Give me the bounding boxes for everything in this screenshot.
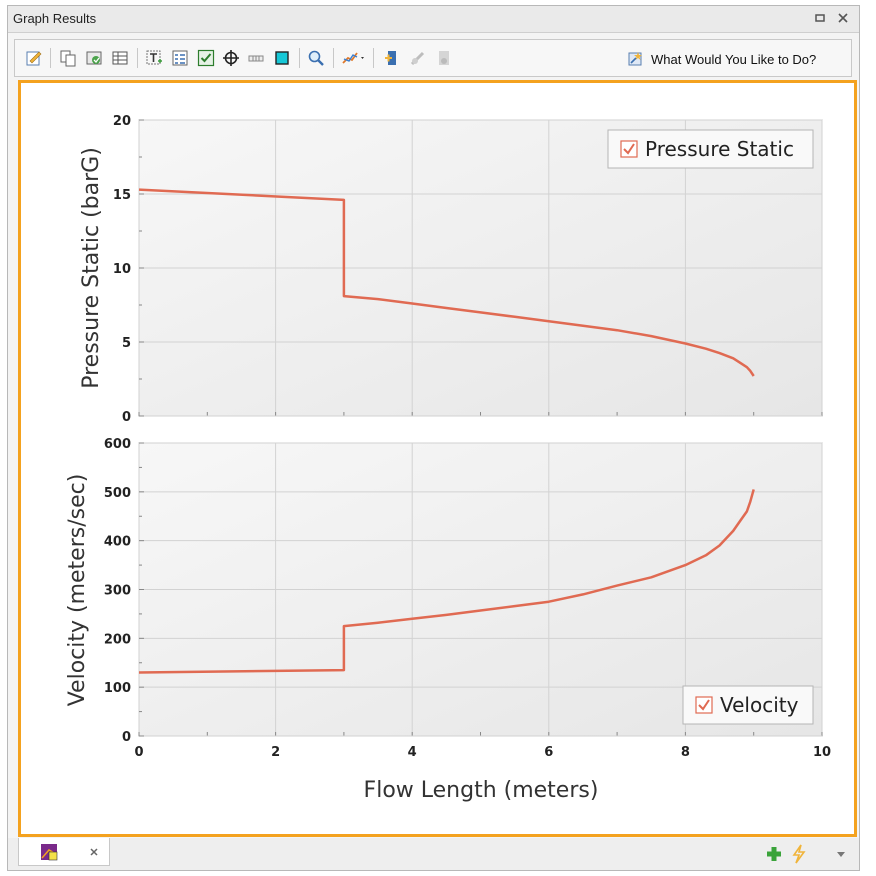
graph-results-window: Graph Results [7, 5, 860, 871]
velocity-y-tick-label: 400 [104, 535, 131, 550]
zoom-icon[interactable] [307, 49, 325, 67]
save-image-icon[interactable] [85, 49, 103, 67]
velocity-legend[interactable]: Velocity [682, 685, 814, 725]
x-axis-label: Flow Length (meters) [364, 778, 599, 803]
x-tick-label: 8 [681, 745, 690, 760]
pressure-legend[interactable]: Pressure Static [607, 129, 814, 169]
velocity-y-tick-label: 500 [104, 486, 131, 501]
pressure-y-tick-label: 5 [122, 336, 131, 351]
copy-icon[interactable] [59, 49, 77, 67]
pressure-y-tick-label: 20 [113, 114, 131, 129]
x-axis-ticks: 0 2 4 6 8 10 [134, 745, 831, 760]
crosshair-icon[interactable] [222, 49, 240, 67]
x-tick-label: 2 [271, 745, 280, 760]
x-tick-label: 10 [813, 745, 831, 760]
toolbar-separator [50, 48, 51, 68]
x-tick-label: 4 [408, 745, 417, 760]
velocity-y-axis-label: Velocity (meters/sec) [65, 474, 90, 707]
add-graph-icon[interactable] [764, 844, 784, 864]
pressure-series-line [138, 188, 755, 377]
check-icon [623, 143, 635, 155]
pressure-legend-label: Pressure Static [645, 137, 794, 161]
window-title: Graph Results [13, 11, 97, 26]
graph-panel: 0 5 10 15 20 Pressure Static (barG) Pressure… [18, 80, 857, 837]
restore-icon[interactable] [811, 9, 829, 27]
velocity-y-ticks: 0 100 200 300 400 500 600 [104, 437, 144, 745]
velocity-y-tick-label: 300 [104, 584, 131, 599]
graph-tab-bar [8, 838, 859, 870]
disabled-tool-icon [409, 49, 427, 67]
toolbar-separator [137, 48, 138, 68]
pressure-y-tick-label: 0 [122, 410, 131, 425]
legend-icon[interactable] [171, 49, 189, 67]
restore-icon-glyph [815, 14, 825, 22]
velocity-y-tick-label: 0 [122, 730, 131, 745]
graph-tab[interactable] [18, 838, 110, 866]
pressure-legend-checkbox[interactable] [620, 140, 638, 158]
add-item-icon[interactable] [383, 49, 401, 67]
graph-tab-glyphs [41, 844, 98, 861]
disabled-info-icon [435, 49, 453, 67]
velocity-y-tick-label: 100 [104, 681, 131, 696]
fill-color-icon[interactable] [273, 49, 291, 67]
velocity-legend-label: Velocity [720, 693, 799, 717]
x-tick-label: 6 [544, 745, 553, 760]
edit-graph-icon[interactable] [25, 49, 43, 67]
pressure-grid [138, 119, 823, 417]
velocity-grid [138, 442, 823, 737]
close-icon-glyph [838, 13, 848, 23]
velocity-legend-checkbox[interactable] [695, 696, 713, 714]
checkbox-toggle-icon[interactable] [197, 49, 215, 67]
velocity-y-tick-label: 200 [104, 632, 131, 647]
toolbar-separator [373, 48, 374, 68]
close-icon[interactable] [834, 9, 852, 27]
toolbar: What Would You Like to Do? [14, 39, 852, 77]
title-bar: Graph Results [8, 6, 859, 33]
lightning-icon[interactable] [789, 843, 809, 865]
what-would-you-like-label: What Would You Like to Do? [651, 51, 817, 67]
velocity-y-tick-label: 600 [104, 437, 131, 452]
tab-close-icon[interactable] [90, 848, 98, 856]
chevron-down-icon[interactable] [835, 848, 847, 860]
pressure-y-tick-label: 15 [113, 188, 131, 203]
range-icon[interactable] [247, 49, 265, 67]
pressure-y-tick-label: 10 [113, 262, 131, 277]
line-style-dropdown-icon[interactable] [341, 49, 367, 67]
toolbar-separator [299, 48, 300, 68]
check-icon [698, 699, 710, 711]
what-would-you-like-button[interactable]: What Would You Like to Do? [627, 48, 816, 70]
text-annotation-icon[interactable] [145, 49, 163, 67]
toolbar-separator [333, 48, 334, 68]
pressure-y-axis-label: Pressure Static (barG) [79, 147, 104, 389]
x-tick-label: 0 [134, 745, 143, 760]
table-icon[interactable] [111, 49, 129, 67]
pressure-y-ticks: 0 5 10 15 20 [113, 114, 144, 425]
graph-tab-icon [41, 844, 58, 861]
wizard-icon [628, 52, 642, 66]
velocity-series-line [138, 489, 755, 674]
